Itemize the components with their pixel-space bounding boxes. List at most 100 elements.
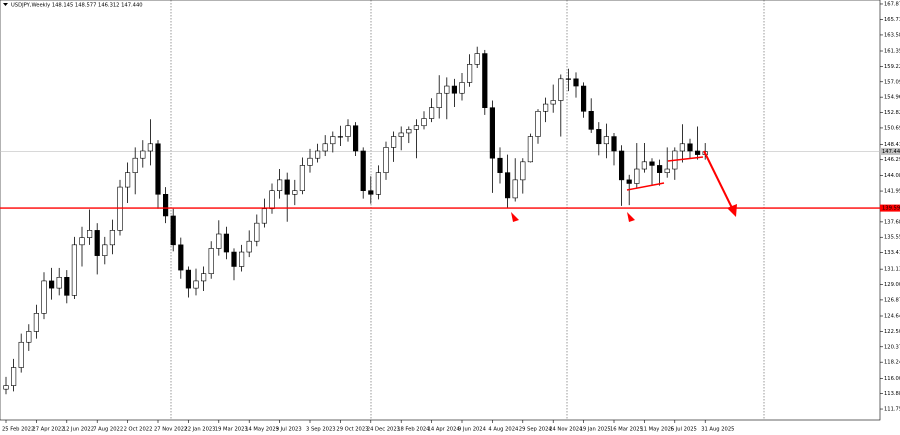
x-tick-label: 3 Sep 2023: [306, 427, 336, 433]
support-line: [626, 182, 665, 191]
candle-body: [185, 269, 192, 289]
candle-body: [314, 150, 321, 159]
x-tick-label: 29 Sep 2024: [519, 427, 553, 433]
y-tick-label: 113.880: [884, 391, 900, 397]
candle-body: [48, 280, 55, 289]
chart-title: USDJPY,Weekly 148.145 148.577 146.312 14…: [11, 3, 143, 9]
candle-body: [504, 172, 511, 199]
candle-body: [421, 118, 427, 127]
candle-body: [641, 161, 647, 170]
candle-body: [520, 161, 526, 181]
candle-body: [79, 237, 85, 246]
x-tick-label: 22 Jan 2023: [184, 427, 215, 433]
y-tick-label: 146.290: [884, 157, 900, 163]
y-tick-label: 163.580: [884, 32, 900, 38]
x-tick-label: 9 Jul 2023: [276, 427, 302, 433]
x-tick-label: 16 Mar 2025: [610, 427, 643, 433]
arrow-marker: [627, 212, 635, 222]
candle-body: [596, 129, 602, 145]
candle-body: [390, 136, 397, 148]
candle-body: [261, 208, 268, 224]
candle-body: [398, 132, 404, 137]
y-tick-label: 118.240: [884, 360, 900, 366]
level-box: [880, 204, 900, 212]
candle-body: [41, 280, 47, 314]
y-tick-label: 161.355: [884, 48, 900, 54]
y-tick-label: 126.870: [884, 297, 900, 303]
y-tick-label: 152.825: [884, 110, 900, 116]
candle-body: [368, 190, 374, 195]
candle-body: [18, 341, 24, 368]
candle-body: [201, 273, 207, 282]
candle-body: [375, 172, 382, 195]
candle-body: [444, 85, 450, 94]
x-tick-label: 4 Aug 2024: [488, 427, 519, 433]
candle-body: [542, 103, 549, 112]
candle-body: [223, 233, 230, 253]
candle-body: [687, 143, 693, 152]
candle-body: [109, 230, 115, 246]
candle-body: [337, 136, 344, 138]
candle-body: [413, 125, 420, 130]
candle-body: [26, 331, 32, 343]
candle-body: [626, 179, 632, 184]
candle-body: [588, 110, 594, 130]
y-tick-label: 154.960: [884, 95, 900, 101]
candle-body: [87, 230, 93, 238]
candle-body: [345, 125, 351, 137]
candle-body: [178, 244, 184, 271]
candle-body: [634, 168, 640, 184]
level-label: 139.590: [882, 206, 900, 212]
candle-body: [352, 125, 359, 152]
period-separators: [170, 0, 765, 420]
x-tick-label: 14 May 2023: [245, 427, 279, 433]
candle-body: [603, 136, 609, 145]
header-icon: [3, 3, 8, 6]
y-tick-label: 159.225: [884, 64, 900, 70]
candle-body: [299, 165, 306, 191]
candle-body: [132, 157, 138, 173]
candle-body: [527, 136, 533, 163]
candle-body: [94, 230, 100, 256]
candle-body: [580, 85, 587, 112]
x-tick-label: 11 May 2025: [640, 427, 674, 433]
candle-body: [102, 244, 108, 256]
x-tick-label: 19 Jan 2025: [580, 427, 611, 433]
x-tick-label: 24 Dec 2023: [367, 427, 400, 433]
candle-body: [474, 53, 480, 65]
x-tick-label: 14 Apr 2024: [428, 427, 461, 433]
x-tick-label: 12 Jun 2022: [63, 427, 94, 433]
y-tick-label: 129.000: [884, 282, 900, 288]
candle-body: [254, 222, 260, 242]
plot-frame: [0, 0, 881, 421]
x-tick-label: 6 Jul 2025: [671, 427, 697, 433]
y-tick-label: 124.640: [884, 313, 900, 319]
y-tick-label: 165.735: [884, 17, 900, 23]
candle-body: [163, 194, 169, 217]
y-tick-label: 135.550: [884, 235, 900, 241]
candle-body: [284, 179, 290, 195]
candle-body: [11, 367, 17, 386]
x-tick-label: 27 Nov 2022: [154, 427, 187, 433]
candle-body: [428, 107, 435, 119]
candle-body: [193, 280, 199, 289]
last-price-label: 147.440: [882, 149, 900, 155]
x-tick-label: 2 Oct 2022: [124, 427, 153, 433]
candle-body: [550, 100, 556, 105]
candle-body: [231, 251, 237, 267]
arrow-head: [727, 204, 737, 217]
y-tick-label: 141.950: [884, 189, 900, 195]
candle-body: [482, 53, 488, 108]
candle-body: [216, 233, 222, 249]
forecast-arrow: [703, 150, 734, 211]
support-line: [667, 156, 704, 162]
candle-body: [383, 147, 389, 173]
candle-body: [239, 251, 245, 267]
y-tick-label: 122.505: [884, 329, 900, 335]
candle-body: [558, 78, 564, 101]
x-tick-label: 7 Aug 2022: [93, 427, 123, 433]
candle-body: [664, 168, 670, 173]
y-tick-label: 120.375: [884, 344, 900, 350]
candle-body: [155, 143, 161, 195]
annotations: [511, 150, 737, 222]
